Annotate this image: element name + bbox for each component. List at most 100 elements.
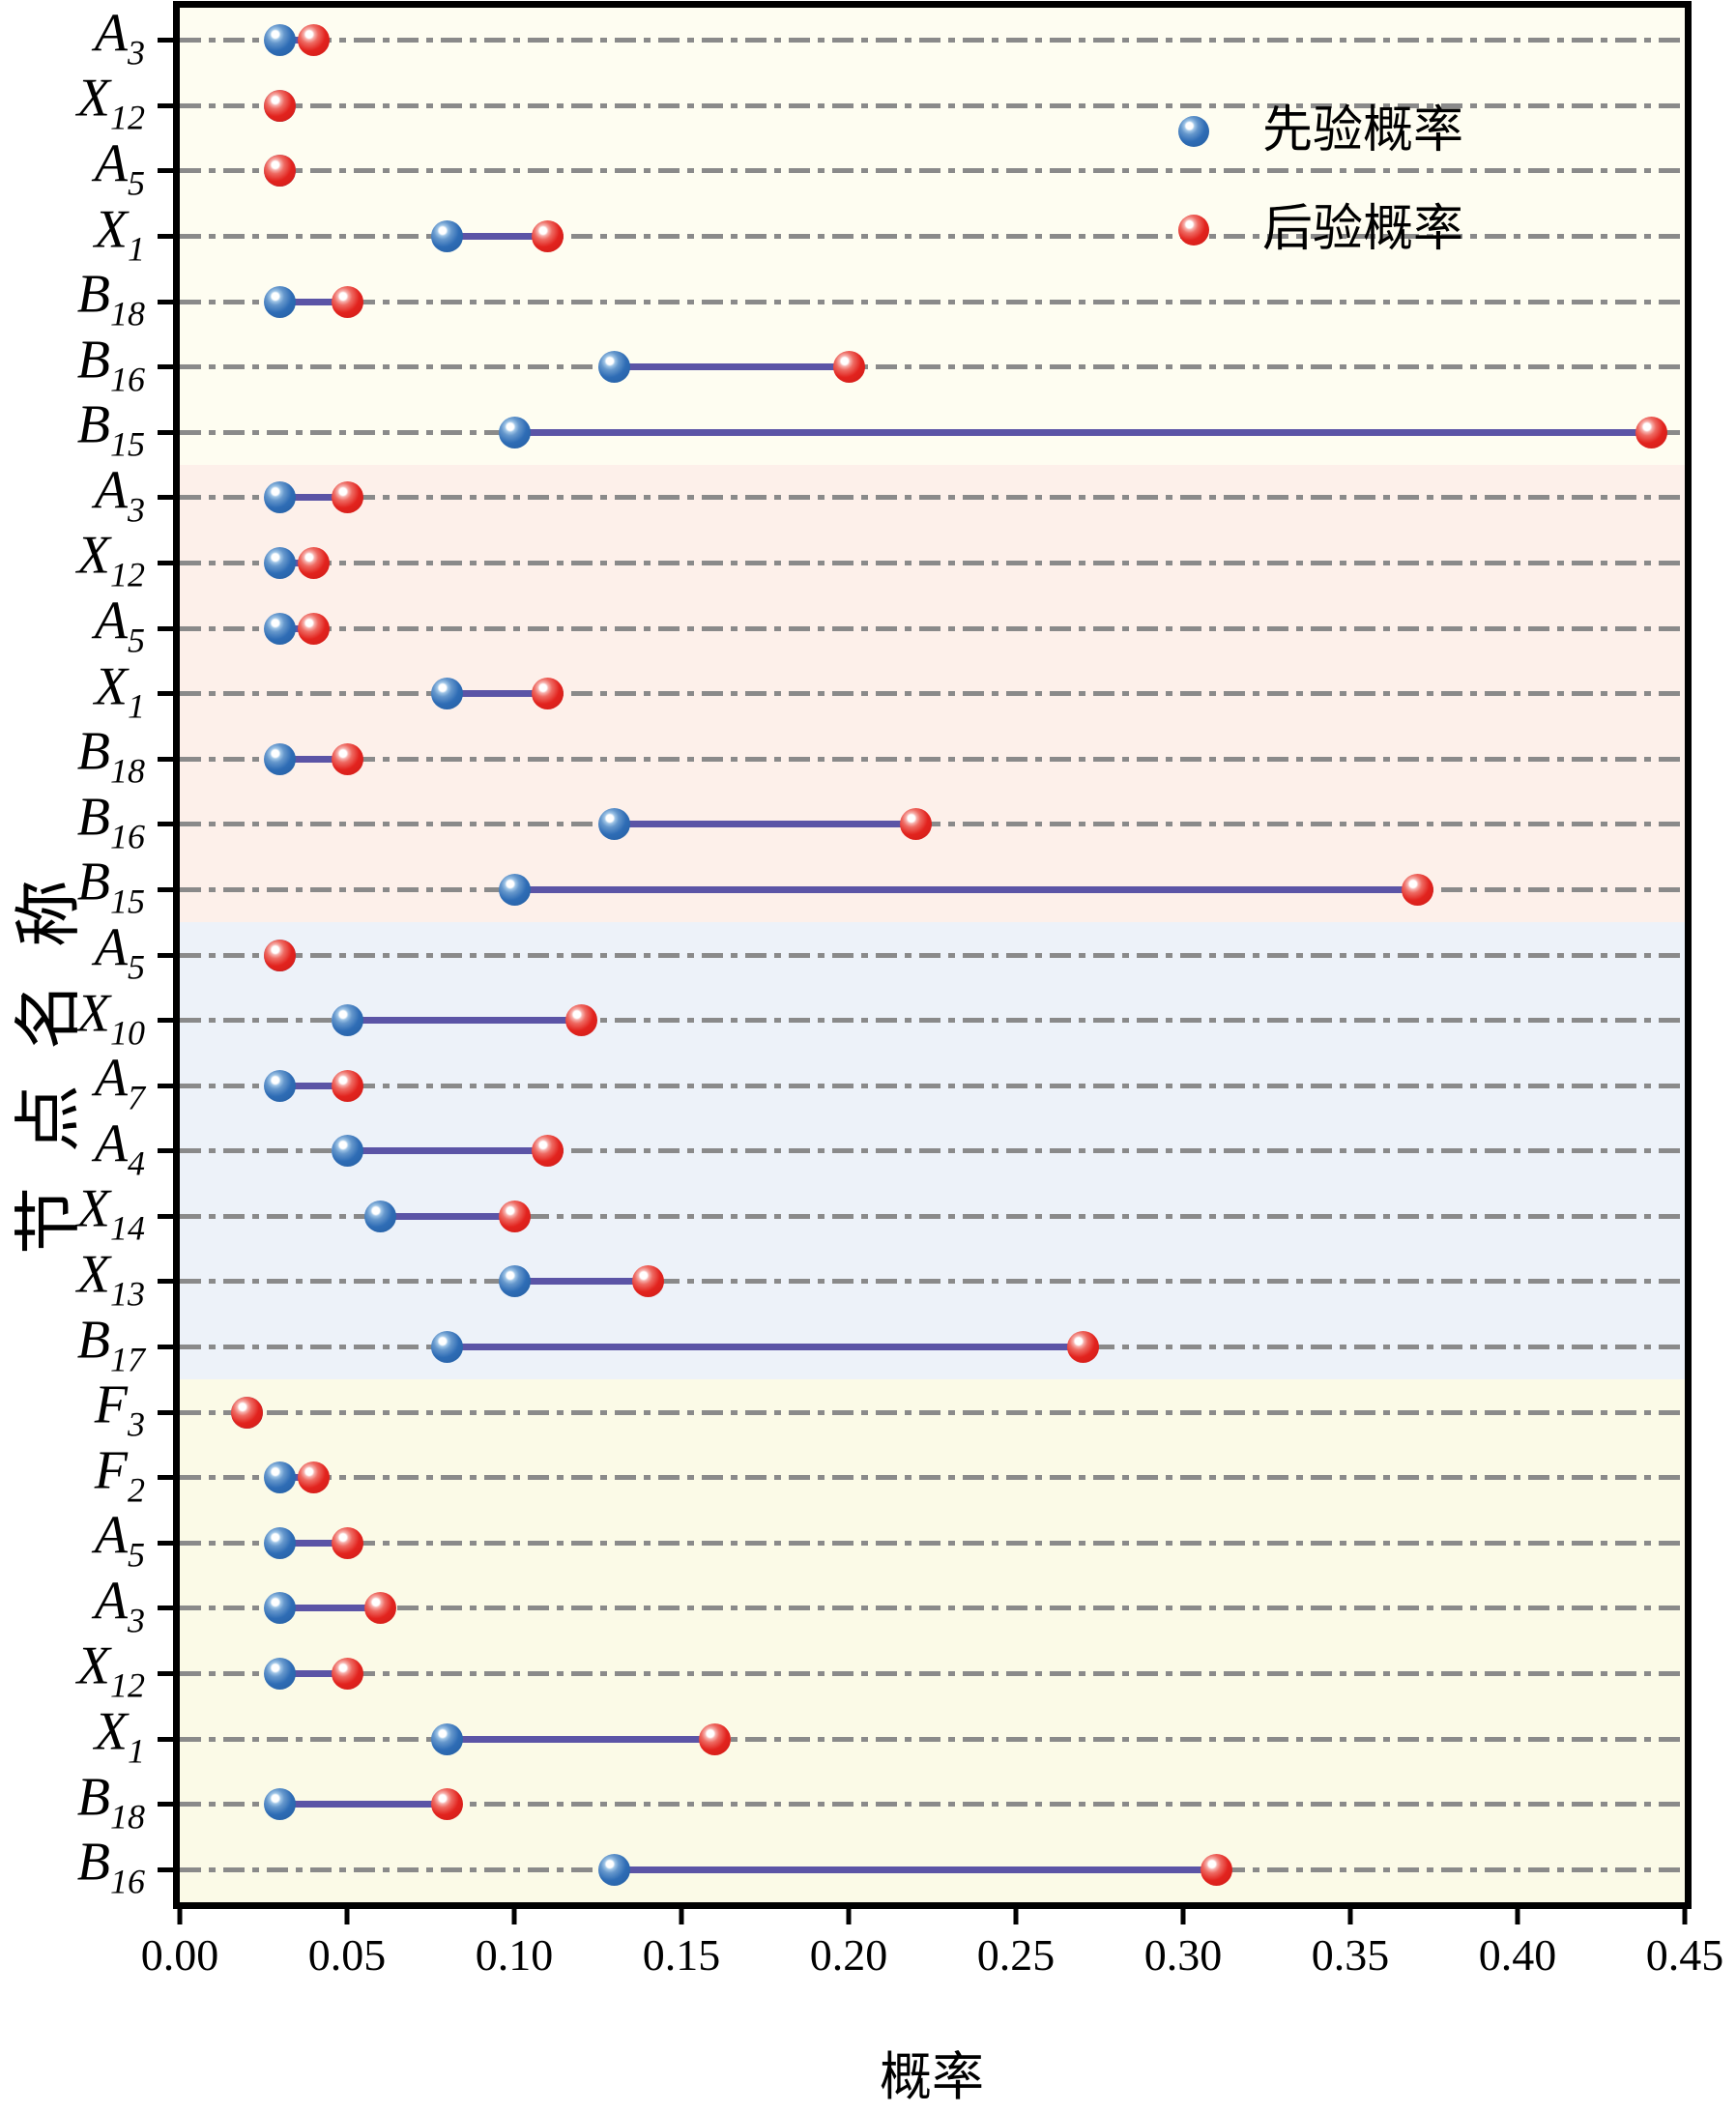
x-tick	[1180, 1909, 1186, 1924]
posterior-dot	[1635, 416, 1667, 448]
dumbbell-line	[347, 1017, 582, 1025]
gridline	[180, 1213, 1685, 1219]
prior-dot	[331, 1135, 363, 1168]
y-tick	[158, 1540, 173, 1546]
prior-dot	[431, 1331, 464, 1364]
gridline	[180, 364, 1685, 370]
node-label-main: X	[94, 1701, 128, 1762]
y-tick-label: B16	[77, 1836, 145, 1899]
dumbbell-line	[447, 233, 548, 241]
y-tick-label: X1	[95, 1704, 145, 1768]
gridline	[180, 691, 1685, 697]
node-label-main: X	[94, 198, 128, 259]
prior-dot	[264, 1657, 297, 1690]
x-tick-label: 0.15	[642, 1930, 721, 1980]
x-tick	[679, 1909, 684, 1924]
gridline	[180, 822, 1685, 827]
node-label-subscript: 5	[128, 947, 145, 987]
x-tick	[177, 1909, 183, 1924]
y-tick	[158, 756, 173, 762]
posterior-dot	[297, 1461, 330, 1494]
legend-prior-marker	[1178, 116, 1209, 147]
gridline	[180, 1540, 1685, 1546]
node-label-subscript: 12	[110, 555, 145, 594]
gridline	[180, 625, 1685, 631]
y-tick	[158, 1475, 173, 1481]
gridline	[180, 1606, 1685, 1611]
prior-dot	[498, 416, 531, 448]
dumbbell-line	[279, 298, 347, 305]
node-label-subscript: 10	[110, 1012, 145, 1052]
gridline	[180, 102, 1685, 108]
posterior-dot	[498, 1200, 531, 1232]
dumbbell-line	[279, 1801, 448, 1808]
dumbbell-line	[279, 559, 314, 566]
node-label-subscript: 13	[110, 1274, 145, 1314]
y-tick	[158, 1670, 173, 1676]
prior-dot	[264, 481, 297, 514]
x-tick	[846, 1909, 852, 1924]
dumbbell-line	[447, 1344, 1084, 1351]
gridline	[180, 1279, 1685, 1285]
gridline	[180, 1083, 1685, 1088]
prior-dot	[264, 546, 297, 579]
y-tick	[158, 1409, 173, 1415]
dumbbell-line	[514, 1278, 649, 1286]
dumbbell-line	[279, 624, 314, 632]
node-label-main: A	[94, 591, 128, 651]
y-tick-label: B17	[77, 1313, 145, 1376]
node-label-main: X	[76, 1635, 110, 1696]
legend-prior-label: 先验概率	[1262, 103, 1464, 159]
gridline	[180, 1802, 1685, 1808]
gridline	[180, 560, 1685, 565]
x-tick-label: 0.10	[475, 1930, 554, 1980]
node-label-main: X	[76, 1178, 110, 1239]
posterior-dot	[297, 546, 330, 579]
y-tick-label: B18	[77, 725, 145, 789]
y-tick-label: B15	[77, 398, 145, 462]
y-tick-label: X1	[95, 202, 145, 266]
node-label-subscript: 2	[128, 1470, 145, 1510]
prior-dot	[264, 285, 297, 318]
node-label-main: B	[76, 1832, 110, 1893]
y-tick-label: X14	[77, 1182, 145, 1246]
prior-dot	[598, 351, 631, 384]
node-label-main: B	[76, 394, 110, 455]
plot-area: A3 X12 A5 X1 B18 B16 B15 A3 X12 A5 X1 B18 B16 B15 A5 X1…	[77, 1, 1723, 1978]
dumbbell-line	[614, 363, 849, 371]
y-tick-label: A3	[95, 6, 145, 70]
node-label-subscript: 15	[110, 882, 145, 921]
posterior-dot	[699, 1722, 732, 1755]
node-label-main: A	[94, 1571, 128, 1632]
posterior-dot	[899, 808, 932, 841]
y-tick	[158, 364, 173, 370]
x-axis-title: 概率	[880, 2048, 984, 2106]
x-tick	[344, 1909, 350, 1924]
dumbbell-line	[380, 1212, 514, 1220]
node-label-main: B	[76, 787, 110, 848]
node-label-subscript: 15	[110, 424, 145, 464]
posterior-dot	[832, 351, 865, 384]
node-label-subscript: 12	[110, 98, 145, 137]
node-label-main: B	[76, 264, 110, 325]
posterior-dot	[1066, 1331, 1099, 1364]
gridline	[180, 1409, 1685, 1415]
node-label-subscript: 5	[128, 621, 145, 660]
prior-dot	[431, 1722, 464, 1755]
y-tick	[158, 1606, 173, 1611]
dumbbell-line	[279, 37, 314, 44]
dumbbell-line	[279, 755, 347, 763]
dumbbell-line	[279, 1605, 381, 1612]
posterior-dot	[331, 1069, 363, 1102]
node-label-subscript: 16	[110, 360, 145, 399]
dumbbell-line	[279, 1539, 347, 1547]
dumbbell-line	[279, 1474, 314, 1482]
node-label-main: B	[76, 721, 110, 782]
prior-dot	[264, 24, 297, 57]
gridline	[180, 1018, 1685, 1024]
y-tick-label: B16	[77, 790, 145, 853]
posterior-dot	[1401, 873, 1433, 906]
node-label-main: X	[94, 656, 128, 717]
x-tick-label: 0.00	[140, 1930, 219, 1980]
